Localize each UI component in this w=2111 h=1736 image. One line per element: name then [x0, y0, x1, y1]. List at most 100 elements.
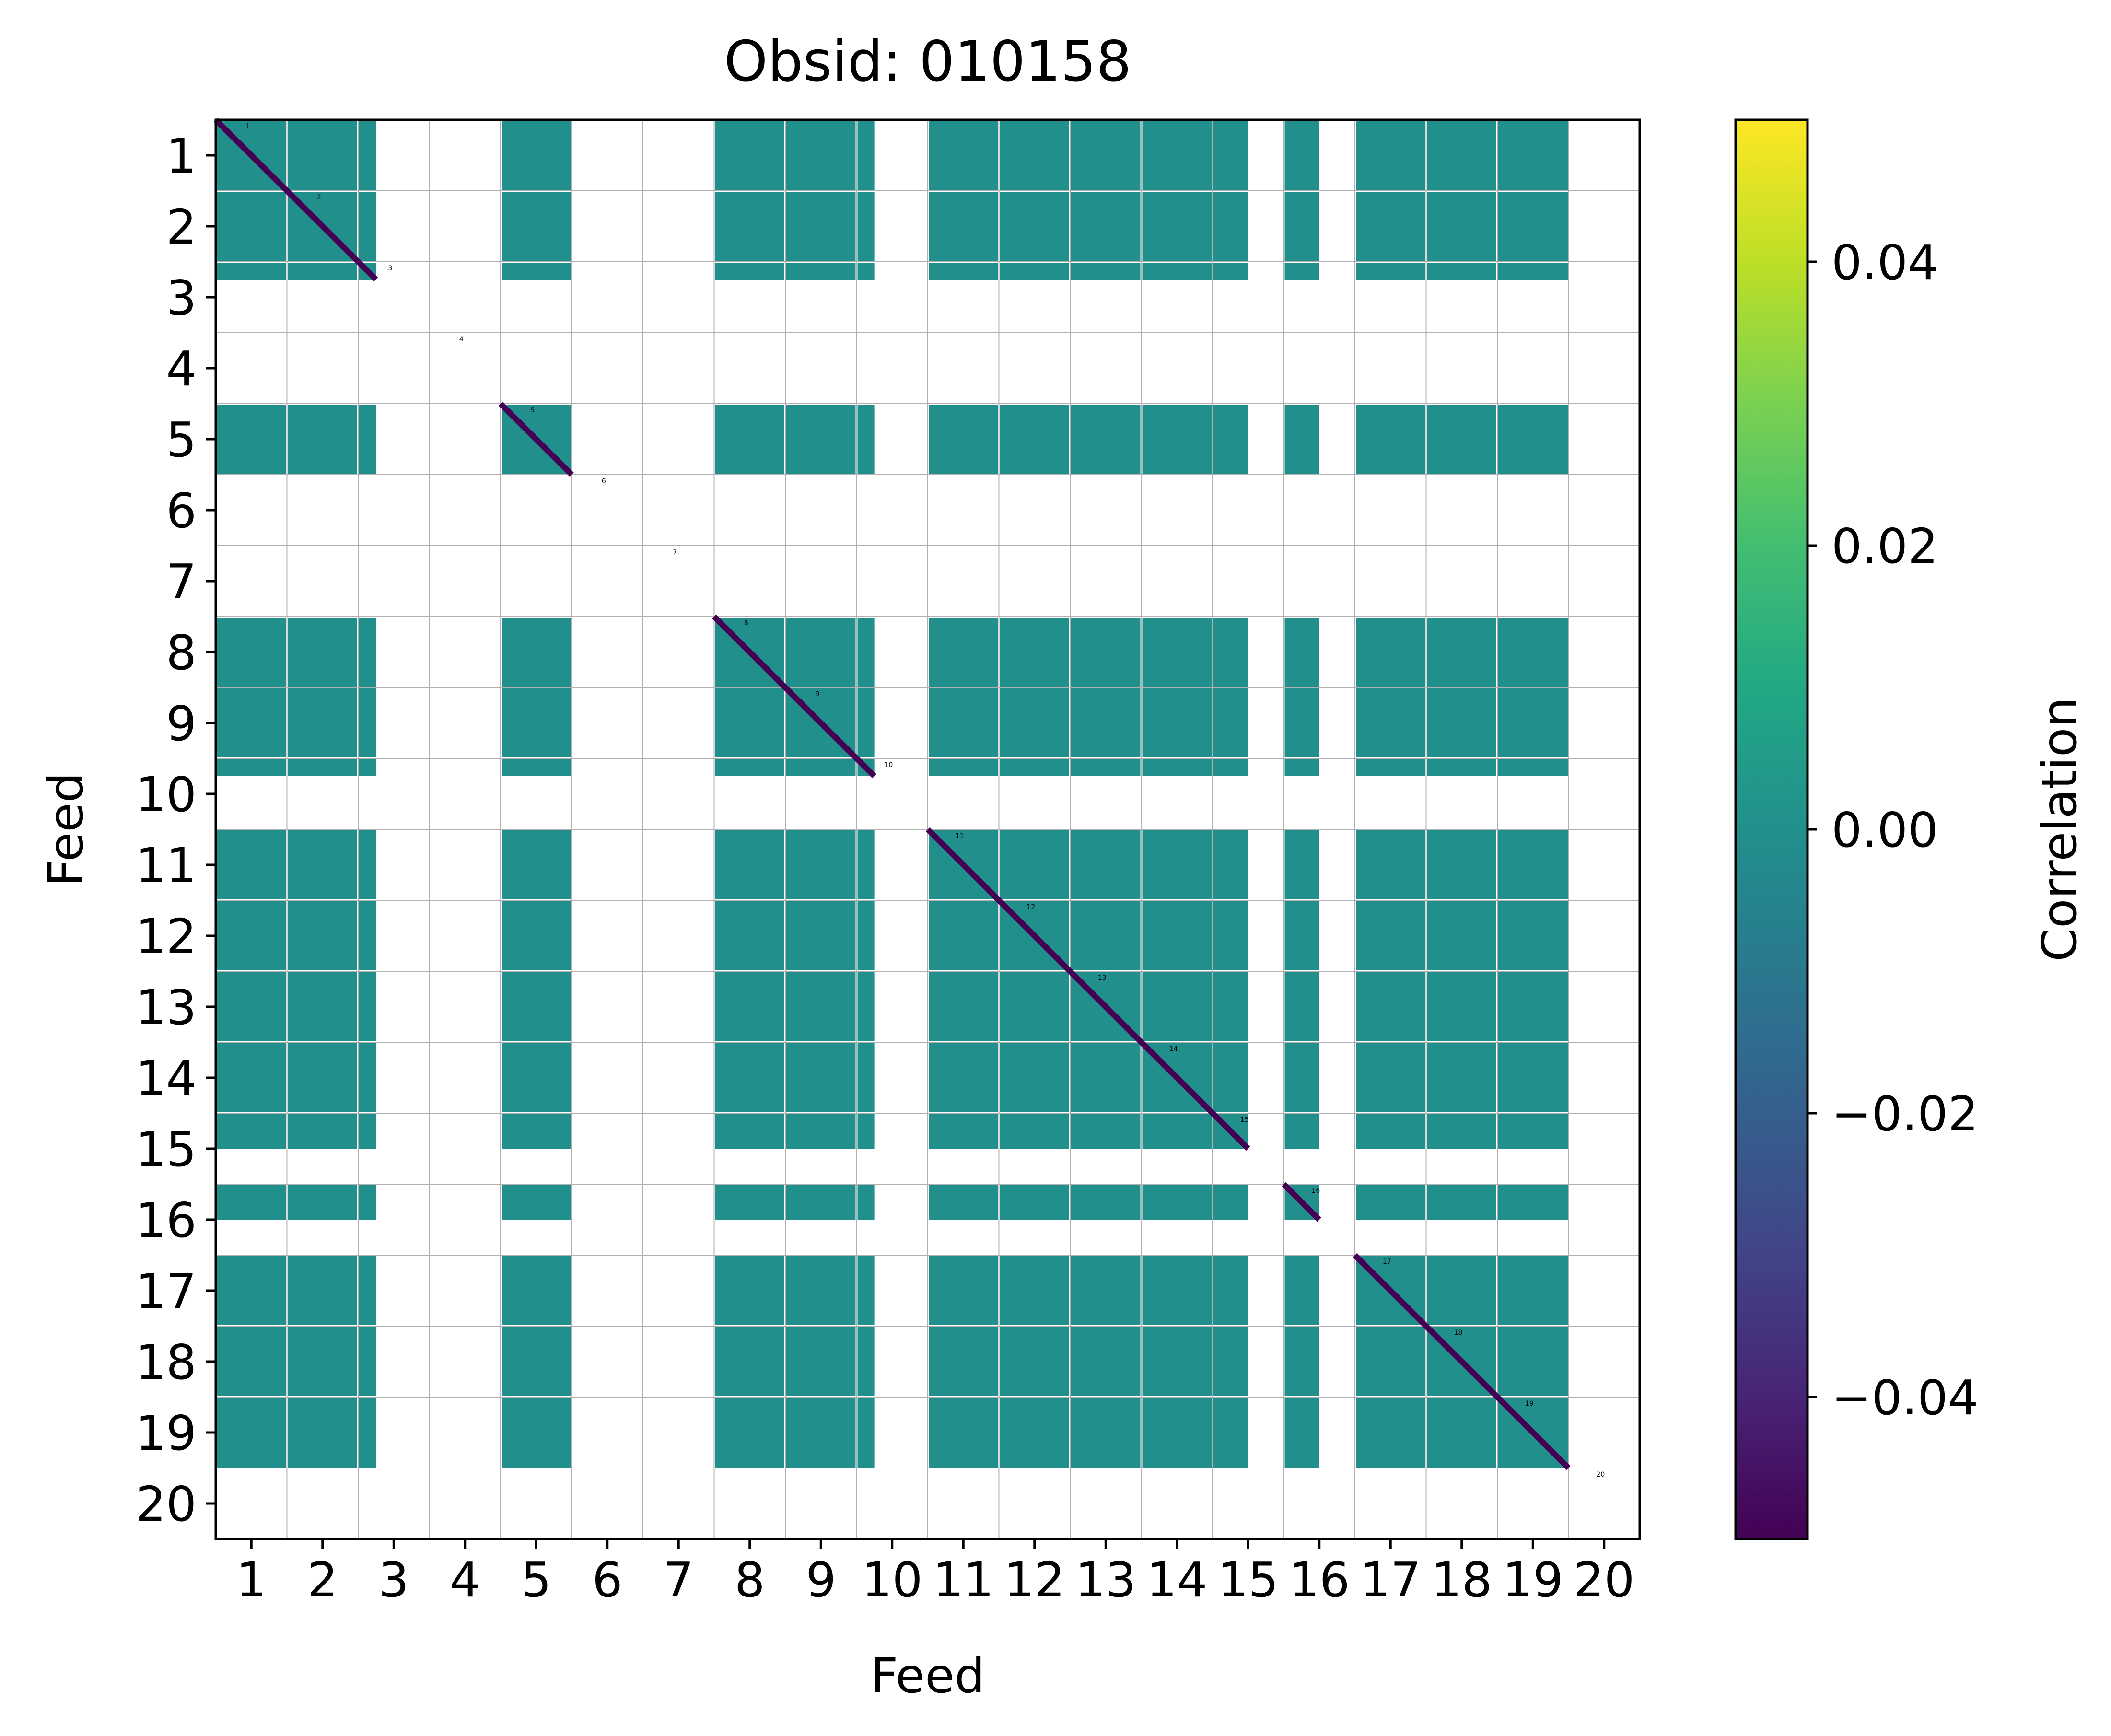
y-tick-label: 17	[136, 1263, 197, 1319]
y-tick-label: 2	[166, 199, 197, 255]
heatmap-block-3-6	[1283, 617, 1319, 776]
heatmap-block-2-7	[1355, 404, 1569, 475]
y-tick-label: 8	[166, 625, 197, 681]
diagonal-segment-0	[213, 117, 361, 264]
colorbar-tick-label: 0.00	[1831, 802, 1938, 858]
x-tick-label: 1	[236, 1552, 267, 1608]
heatmap-block-5-1	[358, 1113, 376, 1149]
diagonal-segment-7	[1353, 1253, 1571, 1470]
x-tick-label: 5	[521, 1552, 551, 1608]
y-tick-label: 20	[136, 1476, 197, 1532]
x-axis-ticks: 1 2 3 4 5 6 7 8 9 10 11 12 13 14 15 16 17 18 19 20	[236, 1539, 1634, 1608]
x-tick-label: 11	[933, 1552, 994, 1608]
x-tick-label: 8	[735, 1552, 765, 1608]
heatmap-block-3-2	[501, 617, 572, 776]
heatmap-block-6-3	[714, 1184, 875, 1220]
y-tick-label: 16	[136, 1192, 197, 1248]
y-tick-label: 18	[136, 1334, 197, 1390]
heatmap-diagonal	[213, 117, 1571, 1470]
heatmap-block-6-7	[1355, 1184, 1569, 1220]
diagonal-segment-4	[925, 827, 1215, 1116]
feed-label: 3	[388, 265, 392, 272]
heatmap-block-5-3	[714, 1113, 875, 1149]
y-tick-label: 12	[136, 909, 197, 965]
heatmap-block-6-2	[501, 1184, 572, 1220]
y-axis-label: Feed	[38, 772, 94, 887]
x-tick-label: 6	[592, 1552, 623, 1608]
x-tick-label: 3	[378, 1552, 409, 1608]
x-tick-label: 10	[862, 1552, 922, 1608]
feed-label: 5	[530, 407, 535, 414]
heatmap-block-7-5	[1213, 1255, 1248, 1468]
x-tick-label: 7	[663, 1552, 694, 1608]
x-axis-label: Feed	[871, 1648, 985, 1704]
colorbar-label: Correlation	[2031, 697, 2088, 961]
diagonal-segment-1	[356, 259, 378, 282]
feed-label: 15	[1240, 1116, 1249, 1124]
feed-label: 19	[1525, 1400, 1534, 1408]
heatmap-block-7-2	[501, 1255, 572, 1468]
heatmap-block-2-5	[1213, 404, 1248, 475]
heatmap-block-6-5	[1213, 1184, 1248, 1220]
x-tick-label: 19	[1503, 1552, 1563, 1608]
heatmap-block-1-2	[501, 262, 572, 280]
heatmap-gridlines	[215, 119, 1640, 1539]
colorbar-ticks: −0.04 −0.02 0.00 0.02 0.04	[1808, 234, 1978, 1426]
y-tick-label: 6	[166, 483, 197, 539]
feed-label: 8	[744, 619, 748, 627]
feed-label: 4	[459, 336, 464, 343]
heatmap-block-3-5	[1213, 617, 1248, 776]
x-tick-label: 4	[450, 1552, 480, 1608]
feed-label: 20	[1596, 1471, 1605, 1479]
heatmap-block-1-5	[1213, 262, 1248, 280]
feed-label: 12	[1026, 903, 1035, 911]
x-tick-label: 14	[1146, 1552, 1207, 1608]
x-tick-label: 15	[1218, 1552, 1279, 1608]
heatmap-block-5-2	[501, 1113, 572, 1149]
y-tick-label: 10	[136, 767, 197, 823]
y-tick-label: 15	[136, 1121, 197, 1177]
heatmap-block-1-3	[714, 262, 875, 280]
feed-label: 17	[1383, 1258, 1391, 1266]
chart-title: Obsid: 010158	[724, 29, 1131, 94]
heatmap-block-2-1	[358, 404, 376, 475]
x-tick-label: 12	[1004, 1552, 1065, 1608]
feed-label: 9	[815, 690, 819, 698]
feed-label: 2	[317, 194, 321, 201]
x-tick-label: 2	[307, 1552, 338, 1608]
heatmap-block-3-7	[1355, 617, 1569, 776]
y-tick-label: 11	[136, 838, 197, 894]
plot-area-frame	[214, 118, 1641, 1540]
heatmap-block-7-1	[358, 1255, 376, 1468]
y-tick-label: 14	[136, 1050, 197, 1107]
diagonal-segment-3	[712, 614, 876, 779]
y-tick-label: 1	[166, 128, 197, 184]
feed-label: 10	[884, 761, 893, 769]
feed-label: 16	[1311, 1187, 1320, 1195]
heatmap-block-5-7	[1355, 1113, 1569, 1149]
y-tick-label: 13	[136, 979, 197, 1036]
heatmap-block-6-1	[358, 1184, 376, 1220]
colorbar-tick-label: −0.04	[1831, 1370, 1978, 1426]
x-tick-label: 17	[1360, 1552, 1421, 1608]
y-tick-label: 19	[136, 1405, 197, 1461]
diagonal-segment-6	[1282, 1182, 1321, 1222]
x-tick-label: 9	[805, 1552, 836, 1608]
y-tick-label: 3	[166, 270, 197, 326]
feed-label: 6	[602, 478, 606, 485]
diagonal-segment-5	[1210, 1111, 1250, 1151]
x-tick-label: 16	[1289, 1552, 1350, 1608]
feed-label: 11	[956, 832, 964, 840]
colorbar-tick-label: 0.02	[1831, 518, 1938, 574]
y-tick-label: 7	[166, 554, 197, 610]
heatmap-block-7-6	[1283, 1255, 1319, 1468]
feed-label: 7	[673, 548, 677, 556]
heatmap-block-7-3	[714, 1255, 875, 1468]
y-tick-label: 5	[166, 412, 197, 468]
x-tick-label: 20	[1574, 1552, 1634, 1608]
diagonal-segment-2	[498, 401, 574, 477]
heatmap-block-5-6	[1283, 1113, 1319, 1149]
y-tick-label: 4	[166, 341, 197, 397]
